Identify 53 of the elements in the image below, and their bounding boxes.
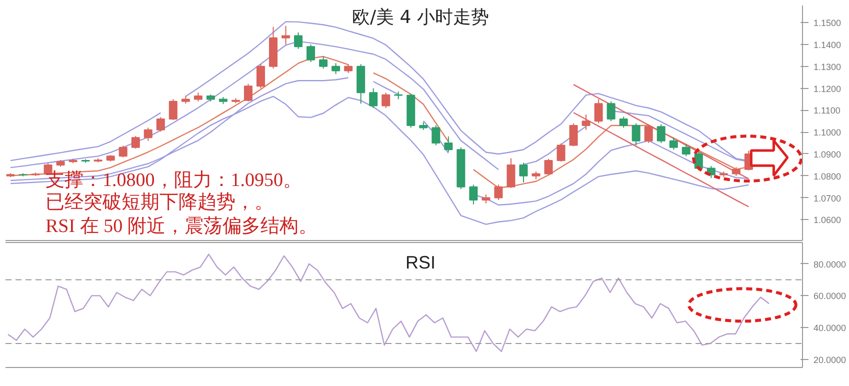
candlestick bbox=[432, 125, 440, 146]
y-tick-label: 1.0700 bbox=[814, 193, 842, 204]
y-tick-label: 1.1200 bbox=[814, 84, 842, 94]
y-tick-label: 1.1100 bbox=[814, 106, 840, 116]
candlestick bbox=[168, 98, 178, 121]
candlestick bbox=[118, 145, 128, 158]
y-tick-label: 1.1000 bbox=[814, 128, 842, 138]
candlestick bbox=[469, 184, 478, 205]
y-tick-label: 1.1500 bbox=[814, 18, 842, 28]
y-tick-label: 1.0800 bbox=[814, 171, 842, 182]
candlestick bbox=[382, 92, 390, 108]
candlestick bbox=[644, 124, 653, 144]
text: RSI bbox=[405, 252, 436, 272]
annotation: 已经突破短期下降趋势，。 bbox=[46, 191, 274, 213]
candlestick bbox=[369, 88, 378, 108]
candlestick bbox=[306, 44, 316, 63]
candlestick bbox=[669, 137, 678, 150]
y-tick-label: 1.0600 bbox=[814, 215, 842, 226]
candlestick bbox=[594, 98, 603, 124]
candlestick bbox=[656, 124, 666, 144]
line-series bbox=[572, 112, 750, 208]
candlestick bbox=[256, 64, 265, 89]
candlestick bbox=[506, 158, 516, 188]
candlestick bbox=[494, 184, 503, 200]
candlestick bbox=[632, 122, 640, 146]
candlestick bbox=[544, 158, 553, 176]
candlestick bbox=[519, 162, 528, 183]
candlestick bbox=[444, 136, 453, 152]
y-tick-label: 20.0000 bbox=[814, 354, 846, 365]
candlestick bbox=[682, 144, 690, 157]
annotation: 支撑：1.0800，阻力：1.0950。 bbox=[46, 170, 302, 191]
y-tick-label: 60.0000 bbox=[814, 291, 846, 302]
line-series bbox=[7, 254, 770, 352]
candlestick bbox=[332, 62, 340, 75]
candlestick bbox=[144, 127, 152, 142]
line-series bbox=[572, 84, 750, 180]
candlestick bbox=[156, 116, 165, 132]
chart-title: 欧/美 4 小时走势 bbox=[352, 7, 489, 28]
candlestick bbox=[131, 136, 140, 150]
y-tick-label: 1.1400 bbox=[814, 40, 842, 50]
y-tick-label: 80.0000 bbox=[814, 259, 846, 270]
candlestick bbox=[556, 142, 566, 162]
candlestick bbox=[606, 100, 616, 122]
candlestick bbox=[282, 25, 290, 45]
candlestick bbox=[244, 83, 252, 102]
candlestick bbox=[619, 116, 628, 128]
y-tick-label: 1.1300 bbox=[814, 62, 842, 72]
candlestick bbox=[569, 122, 578, 147]
annotation: RSI 在 50 附近，震荡偏多结构。 bbox=[46, 216, 318, 237]
candlestick bbox=[319, 56, 328, 70]
y-tick-label: 1.0900 bbox=[814, 149, 842, 160]
candlestick bbox=[294, 32, 303, 50]
y-tick-label: 40.0000 bbox=[814, 323, 846, 334]
